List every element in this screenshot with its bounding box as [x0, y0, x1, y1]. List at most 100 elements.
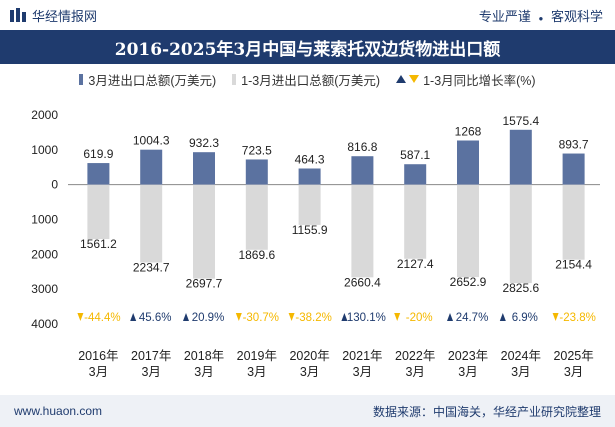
rate-value-label: 24.7% — [456, 312, 489, 324]
y-tick-label: 0 — [51, 178, 58, 192]
ytd-bar — [404, 184, 427, 259]
rate-up-marker — [447, 313, 453, 321]
brand-logo-icon — [10, 8, 26, 22]
rate-value-label: -20% — [406, 312, 433, 324]
march-bar — [351, 156, 374, 185]
march-bar — [562, 153, 585, 185]
y-tick-label: 1000 — [31, 143, 58, 157]
march-bar — [509, 129, 532, 185]
y-tick-label: 3000 — [31, 282, 58, 296]
ytd-bar — [298, 184, 321, 225]
ytd-bar — [193, 184, 215, 279]
footer-source: 数据来源：中国海关，华经产业研究院整理 — [372, 404, 601, 419]
legend-march-total[interactable]: 3月进出口总额(万美元) — [79, 70, 216, 89]
ytd-bar — [457, 184, 479, 278]
footer-url[interactable]: www.huaon.com — [14, 404, 103, 418]
march-value-label: 723.5 — [242, 143, 272, 157]
rate-up-marker — [130, 313, 137, 321]
rate-value-label: 45.6% — [139, 312, 172, 324]
rate-value-label: -30.7% — [243, 312, 279, 324]
legend-ytd-label: 1-3月进出口总额(万美元) — [241, 73, 381, 88]
x-category-label: 2020年 — [289, 349, 329, 363]
ytd-value-label: 2652.9 — [450, 275, 487, 289]
rate-value-label: 20.9% — [192, 312, 225, 324]
tag-objective: 客观科学 — [550, 8, 603, 24]
ytd-bar — [509, 184, 532, 284]
march-bar — [87, 163, 110, 185]
x-category-label: 3月 — [89, 365, 108, 379]
march-bar — [140, 149, 163, 185]
x-category-label: 3月 — [247, 365, 266, 379]
x-category-label: 3月 — [458, 365, 477, 379]
ytd-value-label: 2825.6 — [502, 281, 539, 295]
x-category-label: 3月 — [194, 365, 213, 379]
legend-march-label: 3月进出口总额(万美元) — [88, 73, 217, 88]
ytd-bar — [562, 184, 585, 260]
y-tick-label: 4000 — [31, 317, 58, 331]
march-value-label: 1575.4 — [502, 114, 539, 128]
rate-down-marker — [552, 313, 559, 321]
rate-up-marker — [499, 313, 506, 321]
legend-march-swatch — [79, 73, 84, 85]
rate-down-marker — [77, 313, 84, 321]
legend-ytd-total[interactable]: 1-3月进出口总额(万美元) — [232, 70, 380, 89]
tag-professional: 专业严谨 — [478, 8, 531, 24]
tag-separator: ● — [538, 13, 544, 23]
ytd-value-label: 1155.9 — [292, 223, 328, 237]
legend-yoy-rate[interactable]: 1-3月同比增长率(%) — [396, 70, 536, 89]
brand[interactable]: 华经情报网 — [0, 6, 97, 25]
triangle-down-icon — [409, 75, 420, 83]
top-bar: 华经情报网 专业严谨 ● 客观科学 — [0, 0, 615, 30]
x-category-label: 2024年 — [501, 349, 541, 363]
ytd-value-label: 1869.6 — [238, 248, 275, 262]
legend-ytd-swatch — [232, 73, 237, 85]
footer: www.huaon.com 数据来源：中国海关，华经产业研究院整理 — [0, 395, 615, 427]
rate-up-marker — [341, 313, 348, 321]
title-bar: 2016-2025年3月中国与莱索托双边货物进出口额 — [0, 30, 615, 64]
legend: 3月进出口总额(万美元) 1-3月进出口总额(万美元) 1-3月同比增长率(%) — [0, 68, 615, 90]
x-category-label: 3月 — [511, 365, 530, 379]
march-value-label: 932.3 — [189, 136, 219, 150]
x-category-label: 3月 — [564, 365, 583, 379]
march-value-label: 1004.3 — [133, 134, 170, 148]
y-tick-label: 2000 — [31, 247, 58, 261]
ytd-value-label: 2154.4 — [555, 258, 592, 272]
x-category-label: 3月 — [141, 365, 160, 379]
x-category-label: 2018年 — [184, 349, 224, 363]
chart-title: 2016-2025年3月中国与莱索托双边货物进出口额 — [114, 39, 501, 60]
rate-down-marker — [394, 313, 401, 321]
rate-value-label: -23.8% — [559, 312, 595, 324]
march-value-label: 619.9 — [83, 147, 113, 161]
ytd-value-label: 2660.4 — [344, 275, 381, 289]
rate-value-label: 130.1% — [347, 312, 386, 324]
ytd-value-label: 2127.4 — [397, 257, 434, 271]
ytd-bar — [245, 184, 268, 250]
x-category-label: 2017年 — [131, 349, 171, 363]
march-bar — [245, 159, 268, 185]
x-category-label: 2021年 — [342, 349, 382, 363]
ytd-bar — [351, 184, 374, 278]
ytd-value-label: 2697.7 — [186, 277, 223, 291]
y-tick-label: 2000 — [31, 108, 58, 122]
x-category-label: 3月 — [300, 365, 319, 379]
rate-down-marker — [288, 313, 295, 321]
x-category-label: 2023年 — [448, 349, 488, 363]
rate-up-marker — [183, 313, 189, 321]
triangle-up-icon — [396, 75, 407, 83]
chart-area: 2000 1000 0 1000 2000 3000 4000 619.9 1561.2 -44.… — [31, 108, 600, 379]
ytd-bar — [140, 184, 163, 263]
x-category-label: 2025年 — [553, 349, 593, 363]
march-bar — [404, 164, 427, 185]
march-value-label: 1268 — [455, 124, 482, 138]
rate-value-label: -44.4% — [84, 312, 120, 324]
march-value-label: 464.3 — [295, 152, 325, 166]
march-bar — [193, 152, 215, 185]
brand-name: 华经情报网 — [32, 8, 98, 24]
rate-value-label: -38.2% — [295, 312, 331, 324]
rate-value-label: 6.9% — [512, 312, 538, 324]
x-category-label: 2022年 — [395, 349, 435, 363]
legend-yoy-label: 1-3月同比增长率(%) — [423, 73, 536, 88]
ytd-value-label: 1561.2 — [80, 237, 117, 251]
x-category-label: 2019年 — [237, 349, 277, 363]
x-category-label: 3月 — [353, 365, 372, 379]
